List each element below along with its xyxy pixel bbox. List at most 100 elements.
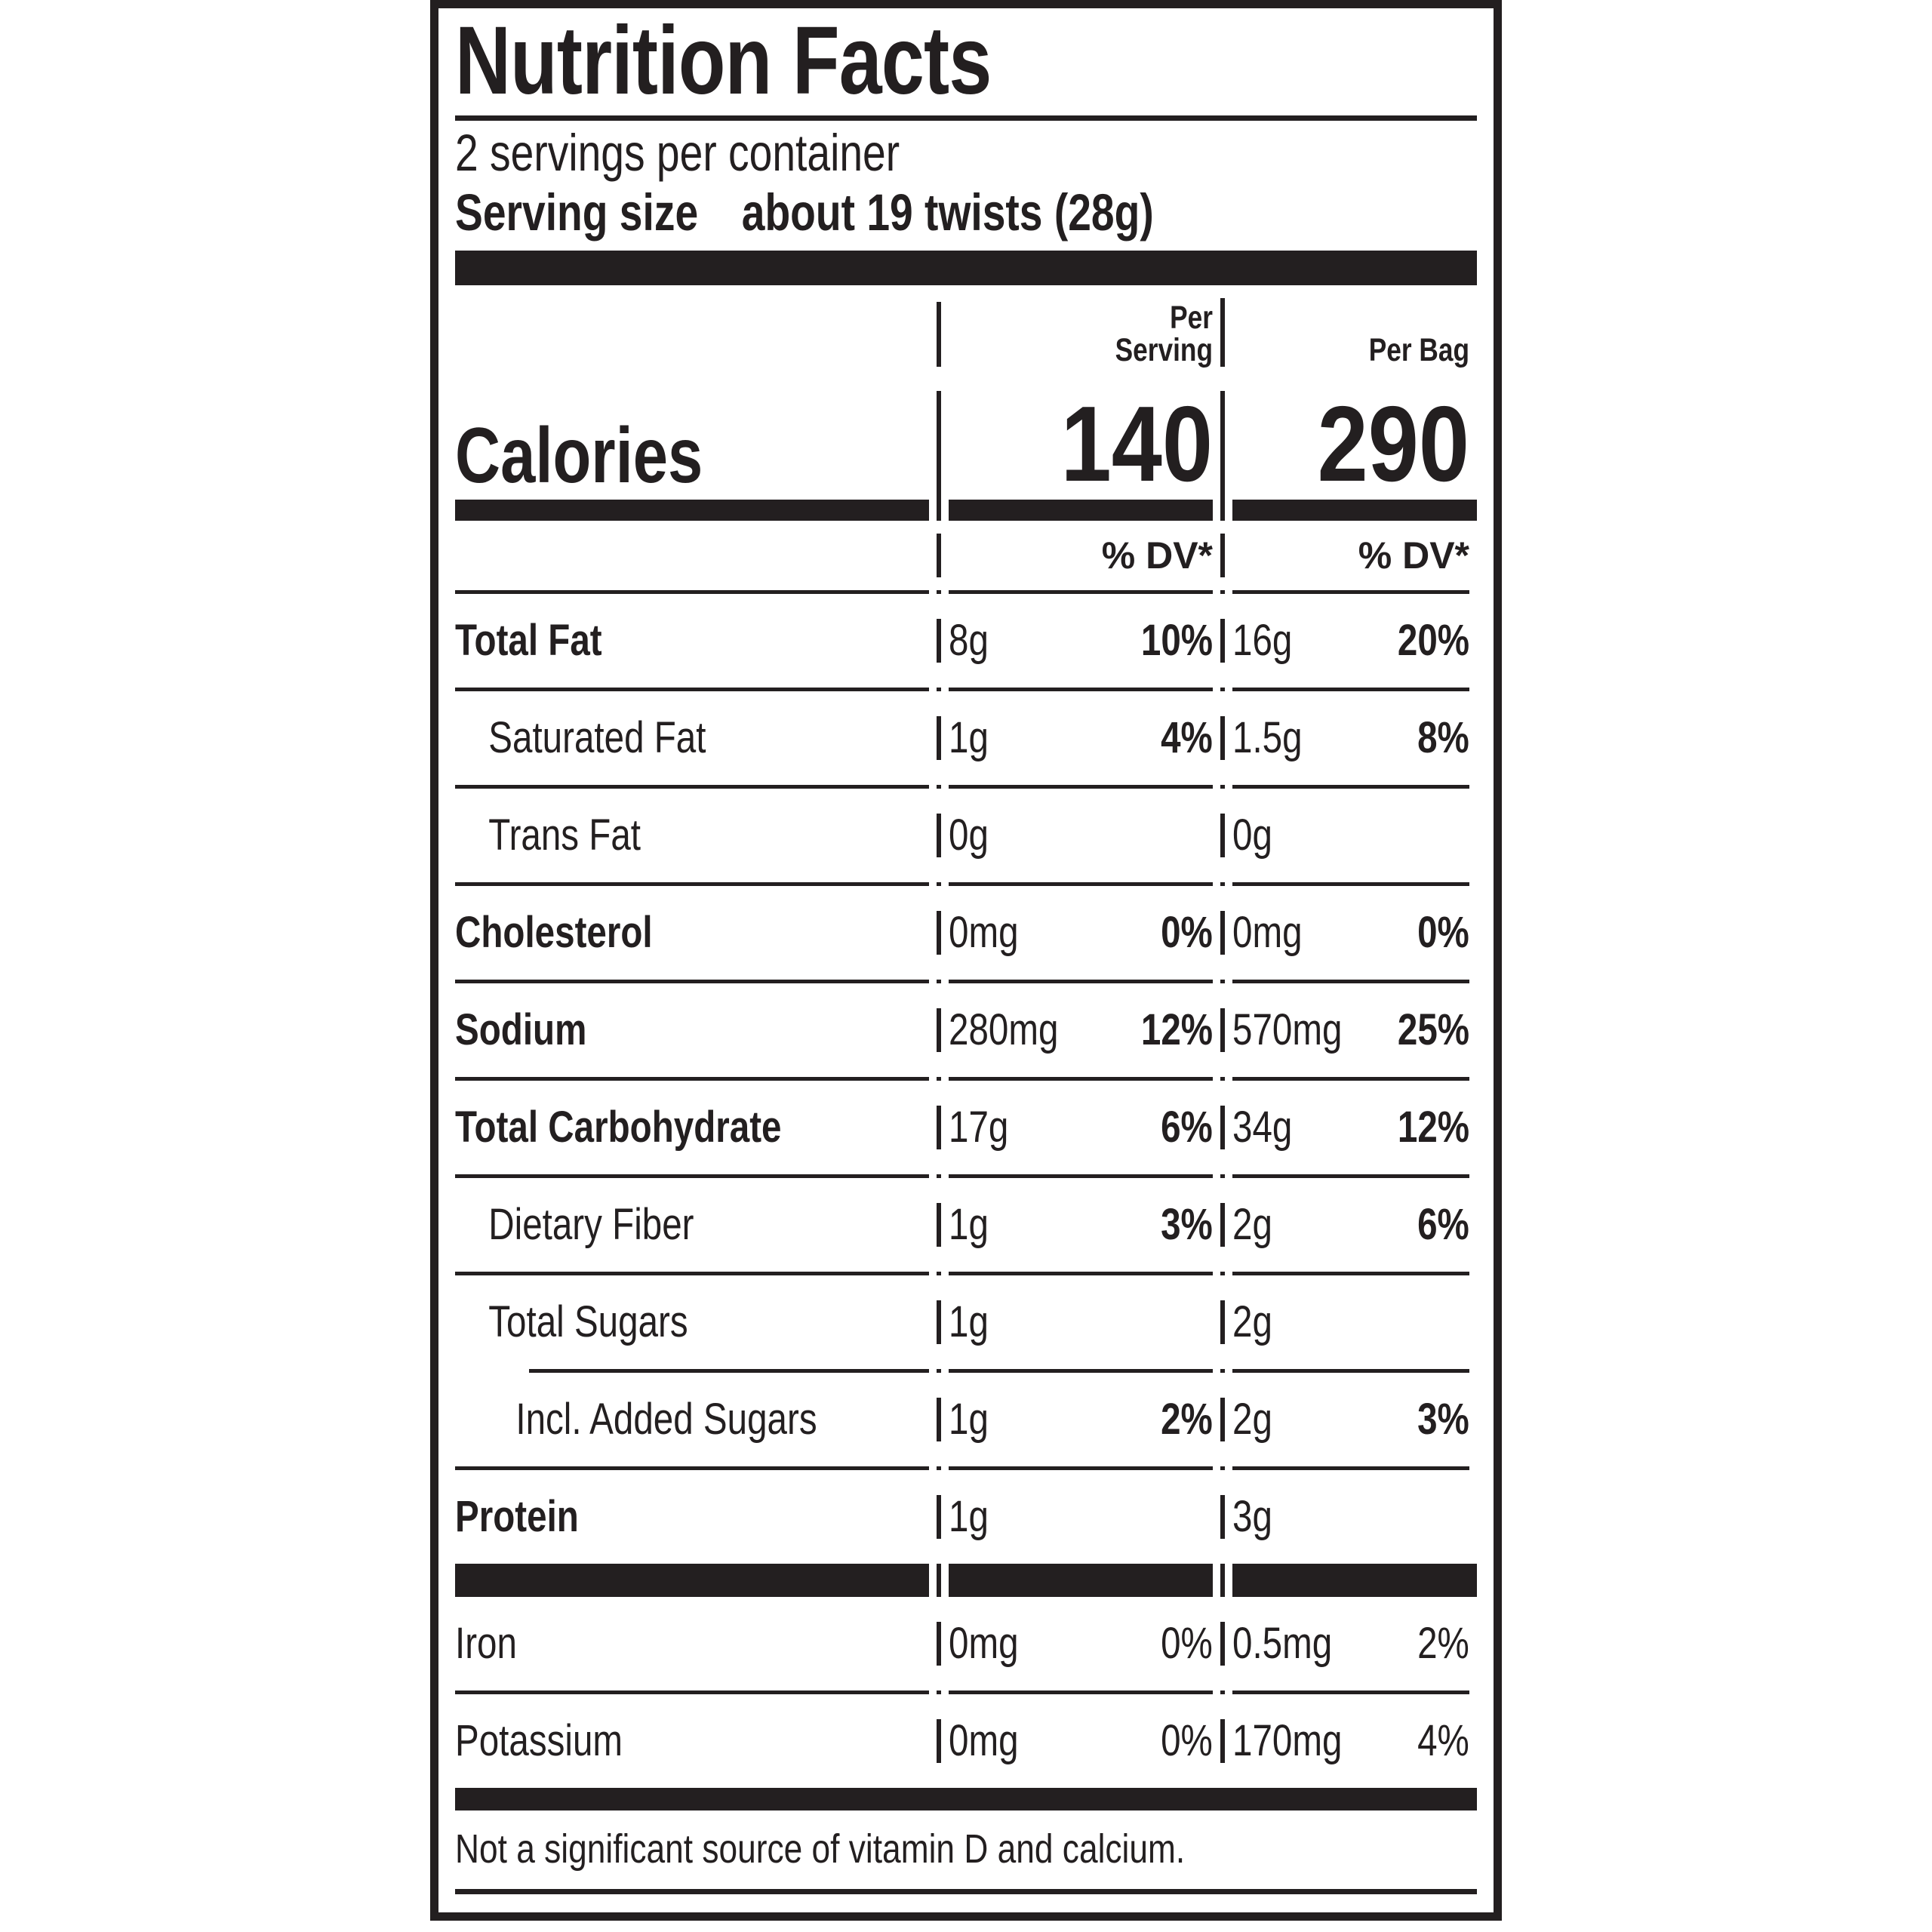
row-divider bbox=[455, 1368, 1477, 1373]
nutrient-label-cell: Trans Fat bbox=[455, 810, 937, 860]
nutrient-label: Dietary Fiber bbox=[488, 1199, 694, 1249]
row-divider bbox=[455, 979, 1477, 983]
table-row: Total Sugars 1g 2g bbox=[455, 1275, 1477, 1369]
nutrient-label-cell: Incl. Added Sugars bbox=[455, 1397, 937, 1441]
dv-header-serving: % DV* bbox=[1101, 534, 1213, 577]
daily-value-header-row: % DV* % DV* bbox=[455, 521, 1477, 590]
nutrient-label: Trans Fat bbox=[488, 810, 641, 860]
row-divider bbox=[455, 881, 1477, 886]
serving-size-label: Serving size bbox=[455, 183, 699, 242]
nutrient-serving-amount: 1g bbox=[949, 1491, 989, 1541]
nutrient-label: Saturated Fat bbox=[488, 712, 706, 762]
calories-bar-seg-bag bbox=[1220, 499, 1477, 521]
page-title: Nutrition Facts bbox=[455, 7, 992, 115]
nutrient-bag-cell: 170mg 4% bbox=[1220, 1718, 1477, 1763]
calories-row: Calories 140 290 bbox=[455, 367, 1477, 500]
nutrient-bag-dv: 2% bbox=[1417, 1618, 1469, 1668]
serving-size-row: Serving size about 19 twists (28g) bbox=[455, 183, 1477, 242]
nutrient-label-cell: Total Fat bbox=[455, 615, 937, 665]
nutrient-serving-cell: 1g bbox=[937, 1491, 1220, 1541]
calories-per-serving-value: 140 bbox=[1060, 383, 1213, 504]
per-serving-header-line2: Serving bbox=[1115, 331, 1213, 368]
nutrient-serving-cell: 280mg 12% bbox=[937, 1008, 1220, 1052]
micronutrient-heavy-bar bbox=[455, 1787, 1477, 1810]
nutrient-bag-amount: 0.5mg bbox=[1232, 1618, 1333, 1668]
servings-per-container: 2 servings per container bbox=[455, 124, 900, 182]
daily-value-footnote: * The % Daily Value (DV) tells you how m… bbox=[455, 1894, 1476, 1912]
nutrient-bag-cell: 0.5mg 2% bbox=[1220, 1618, 1477, 1668]
column-header-row: Per Serving Per Bag bbox=[455, 285, 1477, 367]
nutrient-bag-amount: 16g bbox=[1232, 615, 1293, 665]
nutrient-bag-dv: 8% bbox=[1417, 712, 1469, 762]
nutrient-bag-amount: 2g bbox=[1232, 1199, 1272, 1249]
nutrient-label: Cholesterol bbox=[455, 907, 653, 957]
table-row: Trans Fat 0g 0g bbox=[455, 789, 1477, 882]
calories-per-bag-value: 290 bbox=[1317, 383, 1469, 504]
nutrient-bag-cell: 2g 6% bbox=[1220, 1199, 1477, 1249]
nutrient-bag-dv: 20% bbox=[1397, 615, 1469, 665]
protein-bar-seg-label bbox=[455, 1563, 937, 1597]
nutrient-rows: Total Fat 8g 10% 16g 20% Saturated Fat 1g 4% 1.5… bbox=[455, 589, 1477, 1564]
nutrient-serving-amount: 1g bbox=[949, 1199, 989, 1249]
nutrient-bag-dv: 3% bbox=[1417, 1394, 1469, 1444]
nutrient-bag-dv: 6% bbox=[1417, 1199, 1469, 1249]
table-row: Iron 0mg 0% 0.5mg 2% bbox=[455, 1597, 1477, 1690]
nutrient-serving-dv: 12% bbox=[1140, 1004, 1213, 1054]
nutrient-serving-amount: 1g bbox=[949, 1394, 989, 1444]
nutrient-serving-cell: 1g bbox=[937, 1300, 1220, 1344]
protein-heavy-bar-row bbox=[455, 1563, 1477, 1597]
nutrient-bag-dv: 0% bbox=[1417, 907, 1469, 957]
calories-section: Per Serving Per Bag Calories 140 bbox=[455, 285, 1477, 1788]
nutrient-label: Total Sugars bbox=[488, 1297, 688, 1346]
row-divider bbox=[455, 687, 1477, 691]
dv-header-bag: % DV* bbox=[1358, 534, 1469, 577]
nutrient-label: Sodium bbox=[455, 1004, 587, 1054]
per-bag-header-label: Per Bag bbox=[1368, 331, 1469, 368]
nutrient-serving-dv: 3% bbox=[1161, 1199, 1213, 1249]
title-divider bbox=[455, 115, 1477, 121]
micronutrient-rows: Iron 0mg 0% 0.5mg 2% Potassium 0mg 0% 170mg 4% bbox=[455, 1597, 1477, 1788]
nutrient-label-cell: Iron bbox=[455, 1621, 937, 1666]
nutrient-bag-amount: 1.5g bbox=[1232, 712, 1303, 762]
nutrient-bag-cell: 2g 3% bbox=[1220, 1394, 1477, 1444]
row-divider bbox=[455, 1690, 1477, 1694]
calories-serving-cell: 140 bbox=[937, 383, 1220, 504]
nutrient-bag-amount: 3g bbox=[1232, 1491, 1272, 1541]
nutrient-serving-cell: 8g 10% bbox=[937, 615, 1220, 665]
calories-label-cell: Calories bbox=[455, 417, 937, 500]
row-divider bbox=[455, 1076, 1477, 1081]
nutrient-serving-amount: 8g bbox=[949, 615, 989, 665]
nutrient-serving-dv: 4% bbox=[1161, 712, 1213, 762]
nutrient-label: Total Fat bbox=[455, 615, 602, 665]
table-row: Dietary Fiber 1g 3% 2g 6% bbox=[455, 1178, 1477, 1272]
nutrient-serving-amount: 0g bbox=[949, 810, 989, 860]
nutrient-serving-cell: 0mg 0% bbox=[937, 1715, 1220, 1765]
nutrient-serving-dv: 6% bbox=[1161, 1102, 1213, 1152]
per-serving-header-line1: Per bbox=[1170, 299, 1213, 336]
row-divider bbox=[455, 1271, 1477, 1275]
nutrient-label-cell: Cholesterol bbox=[455, 907, 937, 957]
nutrient-bag-cell: 34g 12% bbox=[1220, 1105, 1477, 1149]
dv-header-serving-cell: % DV* bbox=[937, 533, 1220, 577]
table-row: Incl. Added Sugars 1g 2% 2g 3% bbox=[455, 1373, 1477, 1466]
nutrient-bag-cell: 0mg 0% bbox=[1220, 907, 1477, 957]
nutrient-label-cell: Total Sugars bbox=[455, 1300, 937, 1344]
table-row: Potassium 0mg 0% 170mg 4% bbox=[455, 1694, 1477, 1788]
nutrient-label-cell: Total Carbohydrate bbox=[455, 1105, 937, 1149]
calories-label: Calories bbox=[455, 411, 703, 500]
nutrient-bag-cell: 0g bbox=[1220, 810, 1477, 860]
calories-bar-seg-serving bbox=[937, 499, 1220, 521]
calories-bar-seg-label bbox=[455, 499, 937, 521]
nutrient-serving-dv: 0% bbox=[1161, 1715, 1213, 1765]
nutrient-serving-dv: 10% bbox=[1140, 615, 1213, 665]
nutrient-serving-cell: 1g 3% bbox=[937, 1199, 1220, 1249]
nutrient-label-cell: Saturated Fat bbox=[455, 712, 937, 762]
not-significant-source-note: Not a significant source of vitamin D an… bbox=[455, 1826, 1186, 1872]
table-row: Sodium 280mg 12% 570mg 25% bbox=[455, 983, 1477, 1077]
nutrient-bag-cell: 3g bbox=[1220, 1491, 1477, 1541]
table-row: Protein 1g 3g bbox=[455, 1470, 1477, 1564]
nutrient-bag-amount: 2g bbox=[1232, 1394, 1272, 1444]
nutrient-bag-amount: 0g bbox=[1232, 810, 1272, 860]
nutrient-bag-cell: 570mg 25% bbox=[1220, 1008, 1477, 1052]
nutrient-bag-cell: 16g 20% bbox=[1220, 615, 1477, 665]
